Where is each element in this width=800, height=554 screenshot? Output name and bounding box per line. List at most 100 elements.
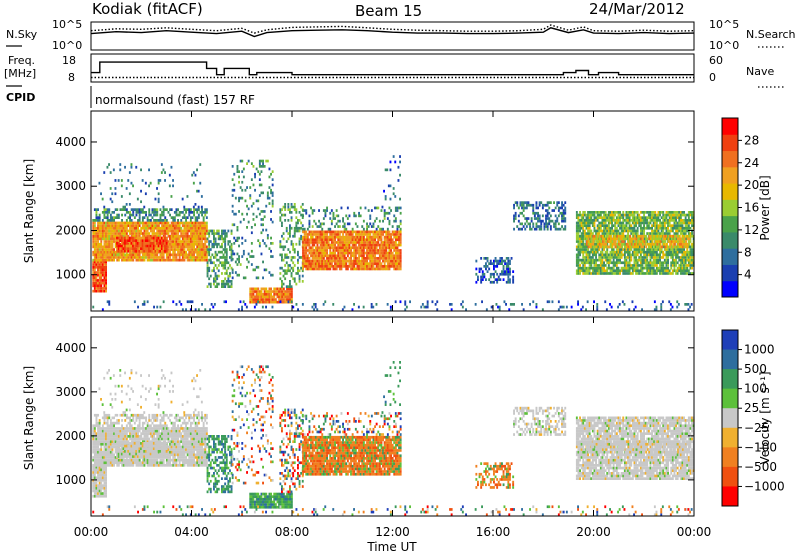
power-cell: [106, 248, 109, 251]
power-cell: [631, 269, 634, 273]
power-cell: [549, 225, 552, 228]
power-cell: [343, 249, 346, 252]
power-cell: [654, 269, 657, 273]
power-cell: [186, 221, 189, 225]
power-cell: [262, 223, 264, 227]
power-cell: [202, 232, 205, 235]
power-cell: [345, 259, 348, 263]
power-cell: [214, 277, 217, 281]
power-cell: [627, 253, 629, 257]
power-cell: [271, 199, 274, 203]
power-cell: [620, 256, 623, 259]
power-cell: [593, 242, 596, 246]
power-cell: [177, 224, 179, 227]
power-cell: [385, 230, 388, 234]
power-cell: [369, 230, 372, 234]
power-cell: [330, 241, 333, 244]
power-cell: [321, 259, 324, 263]
power-cell: [630, 266, 633, 270]
power-cell: [551, 219, 554, 223]
power-cell: [197, 213, 200, 217]
power-cell: [350, 265, 352, 268]
power-cell: [284, 203, 287, 206]
power-cell: [370, 257, 373, 260]
power-cell: [209, 256, 212, 259]
power-cell: [630, 219, 633, 222]
power-cell: [119, 232, 122, 235]
power-cell: [514, 201, 517, 204]
power-cell: [241, 180, 244, 184]
power-cell: [643, 216, 645, 219]
power-cell: [370, 267, 373, 271]
power-cell: [137, 253, 139, 257]
power-cell: [332, 251, 335, 255]
power-cell: [599, 258, 602, 262]
power-cell: [577, 240, 580, 243]
power-cell: [303, 241, 306, 244]
power-cell: [224, 245, 227, 249]
power-cell: [668, 253, 671, 257]
power-cell: [350, 257, 352, 260]
power-cell: [146, 221, 149, 225]
noise-right-tick-bottom: 10^0: [709, 39, 739, 52]
power-cell: [258, 242, 261, 245]
power-cell: [180, 258, 183, 262]
power-cell: [556, 203, 559, 207]
power-cell: [194, 173, 197, 177]
power-cell: [298, 242, 301, 246]
power-cell: [290, 219, 293, 222]
power-cell: [535, 227, 538, 231]
power-cell: [654, 264, 657, 267]
power-cell: [125, 234, 128, 238]
power-cell: [200, 195, 203, 198]
power-cell: [633, 264, 636, 267]
power-cell: [279, 211, 282, 214]
power-cell: [662, 256, 665, 259]
power-cell: [133, 249, 136, 253]
power-cell: [108, 211, 111, 214]
power-cell: [617, 221, 620, 225]
power-cell: [262, 218, 264, 221]
power-cell: [127, 258, 130, 262]
power-cell: [603, 266, 605, 270]
power-cell: [177, 229, 179, 233]
power-cell: [143, 224, 146, 227]
power-cell: [157, 197, 160, 201]
power-cell: [652, 229, 655, 233]
power-cell: [167, 250, 170, 254]
power-cell: [390, 209, 392, 212]
power-cell: [128, 242, 131, 245]
power-cell: [103, 284, 106, 288]
power-cell: [575, 213, 578, 217]
power-cell: [627, 216, 629, 219]
power-cell: [678, 226, 681, 230]
power-cell: [285, 253, 288, 257]
power-cell: [638, 248, 641, 251]
power-cell: [105, 224, 107, 227]
power-cell: [169, 256, 171, 259]
power-cell: [321, 257, 324, 260]
power-cell: [97, 271, 99, 274]
power-cell: [662, 216, 665, 219]
power-cell: [135, 256, 138, 259]
power-cell: [127, 211, 130, 214]
power-cell: [130, 239, 133, 242]
power-cell: [186, 242, 189, 246]
power-cell: [303, 249, 306, 252]
power-cell: [109, 237, 112, 241]
power-cell: [639, 261, 642, 265]
power-cell: [306, 262, 309, 265]
power-cell: [148, 253, 151, 257]
power-cell: [580, 216, 583, 219]
power-cell: [98, 242, 101, 246]
power-cell: [627, 211, 629, 214]
power-cell: [361, 241, 364, 244]
power-cell: [655, 213, 658, 217]
power-cell: [159, 244, 162, 248]
power-cell: [329, 249, 332, 252]
power-cell: [177, 237, 179, 241]
power-cell: [196, 221, 199, 225]
power-cell: [561, 217, 563, 220]
power-cell: [651, 219, 653, 222]
